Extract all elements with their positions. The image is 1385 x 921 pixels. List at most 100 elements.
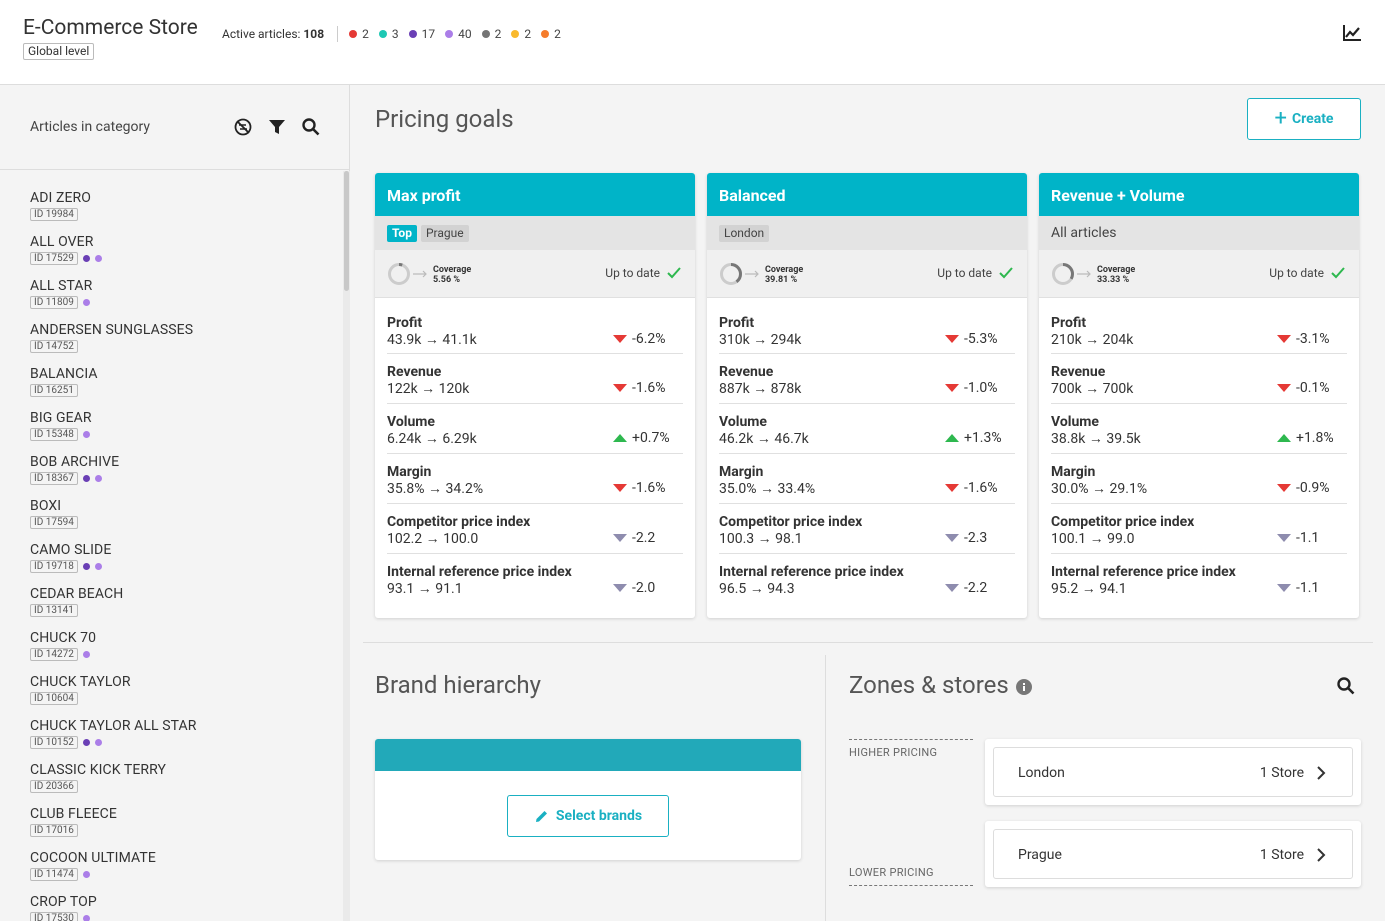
pricing-goal-card[interactable]: Revenue + Volume All articles Coverage 33.3… <box>1039 173 1359 618</box>
sync-disabled-icon[interactable] <box>233 117 253 137</box>
metric-name: Internal reference price index <box>719 564 904 580</box>
metric-values: 102.2 → 100.0 <box>387 530 478 547</box>
article-meta: ID 10604 <box>30 692 131 705</box>
metric-delta: -6.2% <box>613 331 666 347</box>
coverage-ring-icon <box>1052 263 1074 285</box>
metric-delta: +0.7% <box>613 430 670 446</box>
article-meta: ID 10152 <box>30 736 196 749</box>
triangle-down-icon <box>1277 534 1291 542</box>
arrow-right-icon: → <box>422 531 444 547</box>
article-meta: ID 19718 <box>30 560 111 573</box>
article-id-badge: ID 17594 <box>30 516 78 529</box>
article-item[interactable]: BOB ARCHIVE ID 18367 <box>30 454 119 485</box>
article-id-badge: ID 17016 <box>30 824 78 837</box>
metric-delta-value: -2.3 <box>964 530 988 546</box>
metric-values: 100.3 → 98.1 <box>719 530 802 547</box>
metric-values: 310k → 294k <box>719 331 801 348</box>
article-item[interactable]: CEDAR BEACH ID 13141 <box>30 586 123 617</box>
article-status-dot <box>82 739 90 746</box>
metric-values: 43.9k → 41.1k <box>387 331 477 348</box>
chevron-right-icon <box>1317 848 1326 862</box>
metric-from: 35.0% <box>719 481 757 497</box>
create-label: Create <box>1291 111 1334 127</box>
select-brands-button[interactable]: Select brands <box>507 795 669 837</box>
article-name: CLASSIC KICK TERRY <box>30 762 167 778</box>
metric-to: 39.5k <box>1106 431 1141 447</box>
zone-card: London 1 Store <box>985 739 1361 805</box>
article-name: ALL OVER <box>30 234 94 250</box>
metric-delta-value: -3.1% <box>1296 331 1330 347</box>
metric-delta: +1.8% <box>1277 430 1334 446</box>
store-title: E-Commerce Store <box>23 16 198 40</box>
scrollbar-thumb[interactable] <box>344 171 349 291</box>
metric-row: Volume 6.24k → 6.29k +0.7% <box>387 404 683 454</box>
metric-delta-value: -1.1 <box>1296 530 1320 546</box>
article-item[interactable]: CLUB FLEECE ID 17016 <box>30 806 117 837</box>
article-item[interactable]: CROP TOP ID 17530 <box>30 894 97 921</box>
article-item[interactable]: ADI ZERO ID 19984 <box>30 190 91 221</box>
coverage-row: Coverage 39.81 % Up to date <box>707 250 1027 298</box>
metric-delta: -1.6% <box>945 480 998 496</box>
metric-from: 96.5 <box>719 581 747 597</box>
search-icon[interactable] <box>301 117 321 137</box>
metric-to: 94.3 <box>767 581 795 597</box>
metric-to: 94.1 <box>1099 581 1127 597</box>
metric-row: Revenue 122k → 120k -1.6% <box>387 354 683 404</box>
create-button[interactable]: + Create <box>1247 98 1361 140</box>
top-bar: E-Commerce Store Global level Active art… <box>0 0 1385 85</box>
article-meta: ID 17529 <box>30 252 102 265</box>
article-name: ALL STAR <box>30 278 93 294</box>
zones-title: Zones & stores <box>849 671 1009 699</box>
article-item[interactable]: ALL OVER ID 17529 <box>30 234 102 265</box>
metric-delta-value: -5.3% <box>964 331 998 347</box>
goal-tag: Prague <box>420 224 469 242</box>
article-item[interactable]: ALL STAR ID 11809 <box>30 278 92 309</box>
article-item[interactable]: CAMO SLIDE ID 19718 <box>30 542 111 573</box>
article-item[interactable]: BALANCIA ID 16251 <box>30 366 98 397</box>
article-item[interactable]: BOXI ID 17594 <box>30 498 78 529</box>
filter-icon[interactable] <box>267 117 287 137</box>
status-count: 2 <box>541 27 561 41</box>
zone-item[interactable]: London 1 Store <box>993 747 1353 797</box>
metric-delta: -0.1% <box>1277 380 1330 396</box>
metric-values: 887k → 878k <box>719 380 801 397</box>
metric-values: 210k → 204k <box>1051 331 1133 348</box>
coverage-label: Coverage 33.33 % <box>1097 265 1135 285</box>
article-item[interactable]: CHUCK 70 ID 14272 <box>30 630 96 661</box>
metric-delta: -5.3% <box>945 331 998 347</box>
article-meta: ID 14272 <box>30 648 96 661</box>
sidebar-scrollbar[interactable] <box>343 171 350 921</box>
metric-from: 102.2 <box>387 531 423 547</box>
info-icon[interactable] <box>1016 679 1032 695</box>
triangle-down-icon <box>613 584 627 592</box>
goal-name: Revenue + Volume <box>1039 173 1359 216</box>
level-badge: Global level <box>23 43 95 60</box>
metric-to: 29.1% <box>1109 481 1148 497</box>
metric-row: Volume 46.2k → 46.7k +1.3% <box>719 404 1015 454</box>
pricing-goal-card[interactable]: Max profit Top Prague Coverage 5.56 % Up to d… <box>375 173 695 618</box>
metric-from: 210k <box>1051 332 1082 348</box>
status-count: 2 <box>349 27 369 41</box>
coverage-ring-icon <box>388 263 410 285</box>
article-item[interactable]: CLASSIC KICK TERRY ID 20366 <box>30 762 166 793</box>
metric-to: 700k <box>1102 381 1134 397</box>
zone-item[interactable]: Prague 1 Store <box>993 829 1353 879</box>
article-meta: ID 11474 <box>30 868 156 881</box>
zone-search-icon[interactable] <box>1336 676 1356 696</box>
article-item[interactable]: CHUCK TAYLOR ID 10604 <box>30 674 131 705</box>
metric-delta: -2.2 <box>945 580 987 596</box>
article-meta: ID 17016 <box>30 824 117 837</box>
trend-chart-icon[interactable] <box>1341 23 1363 43</box>
article-item[interactable]: CHUCK TAYLOR ALL STAR ID 10152 <box>30 718 196 749</box>
metric-name: Revenue <box>1051 364 1106 380</box>
metric-delta: -1.0% <box>945 380 998 396</box>
arrow-right-icon: → <box>749 332 771 348</box>
article-item[interactable]: BIG GEAR ID 15348 <box>30 410 92 441</box>
metric-name: Volume <box>387 414 435 430</box>
triangle-down-icon <box>945 534 959 542</box>
article-item[interactable]: ANDERSEN SUNGLASSES ID 14752 <box>30 322 193 353</box>
article-item[interactable]: COCOON ULTIMATE ID 11474 <box>30 850 156 881</box>
metric-from: 30.0% <box>1051 481 1089 497</box>
status-text: Up to date <box>605 266 660 280</box>
pricing-goal-card[interactable]: Balanced London Coverage 39.81 % Up to date P… <box>707 173 1027 618</box>
